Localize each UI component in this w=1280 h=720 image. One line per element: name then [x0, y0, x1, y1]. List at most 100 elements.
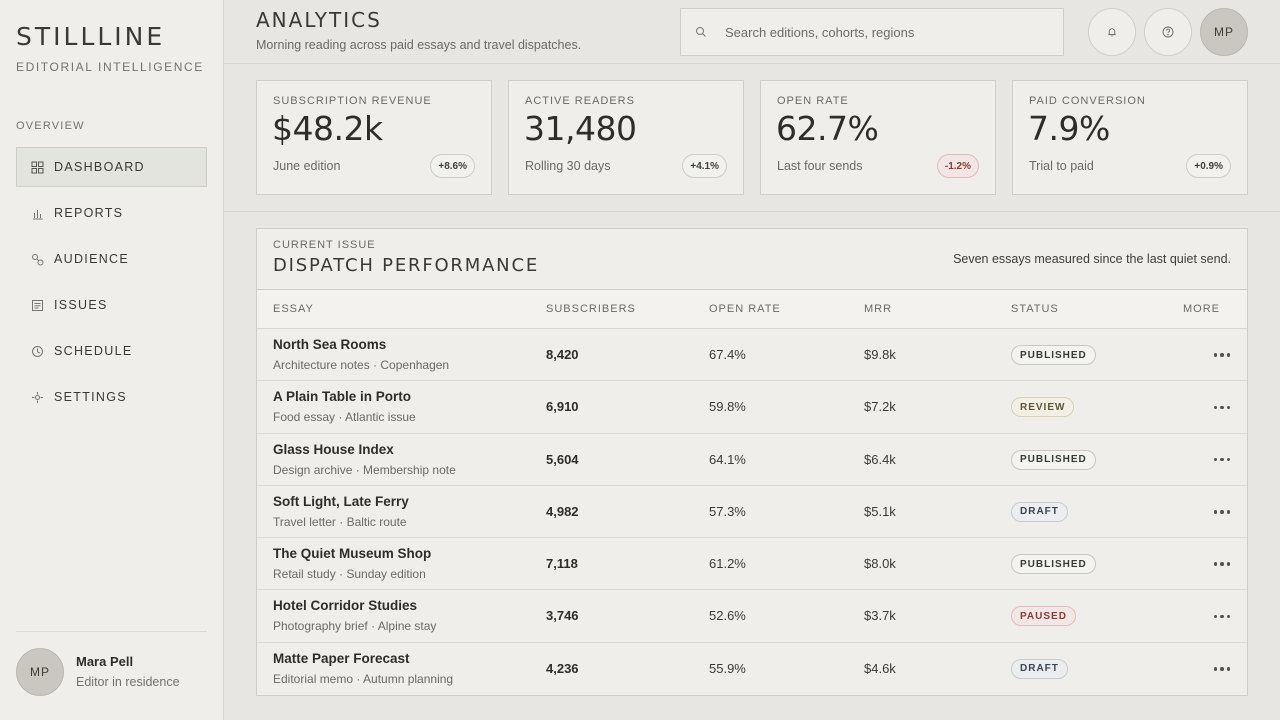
mrr-value: $8.0k: [864, 556, 896, 572]
more-dots-icon: [1213, 667, 1218, 671]
status-badge: REVIEW: [1011, 397, 1075, 418]
more-dots-icon: [1220, 405, 1224, 410]
subscribers-value: 5,604: [546, 451, 579, 467]
mrr-value: $6.4k: [864, 451, 896, 467]
help-button[interactable]: [1144, 8, 1192, 56]
status-badge: DRAFT: [1011, 658, 1068, 679]
more-options-button[interactable]: [1211, 606, 1233, 626]
open-rate-value: 64.1%: [709, 451, 746, 467]
table-row[interactable]: The Quiet Museum Shop Retail study · Sun…: [257, 538, 1247, 591]
sidebar-item-schedule[interactable]: SCHEDULE: [16, 331, 207, 371]
sidebar-item-reports[interactable]: REPORTS: [16, 193, 207, 233]
brand-tagline: EDITORIAL INTELLIGENCE: [16, 60, 204, 74]
page-subtitle: Morning reading across paid essays and t…: [256, 38, 582, 52]
kpi-delta-badge: -1.2%: [936, 154, 979, 178]
more-dots-icon: [1226, 510, 1231, 514]
more-dots-icon: [1213, 562, 1218, 566]
more-dots-icon: [1220, 353, 1224, 357]
column-header-subscribers[interactable]: SUBSCRIBERS: [546, 303, 636, 315]
column-header-open-rate[interactable]: OPEN RATE: [709, 303, 781, 315]
table-row[interactable]: Matte Paper Forecast Editorial memo · Au…: [257, 643, 1247, 695]
link-icon: [31, 253, 44, 266]
open-rate-value: 52.6%: [709, 608, 746, 624]
kpi-label: PAID CONVERSION: [1029, 95, 1146, 107]
more-options-button[interactable]: [1211, 554, 1233, 574]
table-row[interactable]: A Plain Table in Porto Food essay · Atla…: [257, 381, 1247, 434]
more-dots-icon: [1220, 457, 1224, 462]
kpi-delta-badge: +4.1%: [682, 154, 727, 178]
essay-meta: Photography brief · Alpine stay: [273, 619, 437, 634]
sidebar-item-label: AUDIENCE: [54, 252, 129, 266]
more-dots-icon: [1226, 353, 1231, 357]
table-row[interactable]: Hotel Corridor Studies Photography brief…: [257, 590, 1247, 643]
more-dots-icon: [1213, 457, 1218, 462]
kpi-card-open-rate: OPEN RATE 62.7% Last four sends -1.2%: [760, 80, 996, 195]
table-row[interactable]: Glass House Index Design archive · Membe…: [257, 434, 1247, 486]
sidebar: STILLLINE EDITORIAL INTELLIGENCE OVERVIE…: [0, 0, 224, 720]
more-options-button[interactable]: [1211, 397, 1233, 417]
table-row[interactable]: Soft Light, Late Ferry Travel letter · B…: [257, 486, 1247, 539]
sidebar-item-dashboard[interactable]: DASHBOARD: [16, 147, 207, 187]
essay-title[interactable]: Hotel Corridor Studies: [273, 598, 418, 614]
brand-name: STILLLINE: [16, 22, 166, 51]
subscribers-value: 4,236: [546, 660, 579, 676]
more-dots-icon: [1220, 510, 1224, 514]
open-rate-value: 67.4%: [709, 347, 746, 362]
status-badge: PUBLISHED: [1011, 345, 1096, 365]
sidebar-nav: DASHBOARD REPORTS AUDIENCE ISSUES SCHEDU…: [16, 147, 207, 423]
sidebar-item-settings[interactable]: SETTINGS: [16, 377, 207, 417]
table-row[interactable]: North Sea Rooms Architecture notes · Cop…: [257, 329, 1247, 382]
kpi-value: 7.9%: [1028, 109, 1110, 148]
essay-meta: Food essay · Atlantic issue: [273, 410, 416, 425]
more-options-button[interactable]: [1211, 659, 1233, 679]
more-dots-icon: [1226, 667, 1231, 671]
essay-meta: Editorial memo · Autumn planning: [273, 671, 454, 686]
column-header-status[interactable]: STATUS: [1011, 303, 1059, 315]
column-header-mrr[interactable]: MRR: [864, 303, 893, 315]
status-badge: DRAFT: [1011, 501, 1068, 522]
status-badge: PUBLISHED: [1011, 554, 1096, 575]
nav-section-label: OVERVIEW: [16, 120, 85, 132]
essay-title[interactable]: Soft Light, Late Ferry: [273, 493, 409, 509]
help-icon: [1162, 26, 1174, 38]
page-title: ANALYTICS: [256, 8, 382, 32]
more-options-button[interactable]: [1211, 450, 1233, 470]
open-rate-value: 61.2%: [709, 556, 746, 572]
subscribers-value: 4,982: [546, 503, 579, 519]
mrr-value: $5.1k: [864, 503, 896, 519]
column-header-essay[interactable]: ESSAY: [273, 303, 314, 315]
bar-chart-icon: [31, 207, 44, 220]
kpi-note: Last four sends: [777, 159, 863, 173]
more-options-button[interactable]: [1211, 502, 1233, 522]
essay-title[interactable]: North Sea Rooms: [273, 337, 387, 352]
more-dots-icon: [1213, 614, 1218, 619]
kpi-band: SUBSCRIPTION REVENUE $48.2k June edition…: [224, 64, 1280, 212]
search-input[interactable]: [725, 24, 1055, 40]
subscribers-value: 3,746: [546, 608, 579, 624]
essay-title[interactable]: A Plain Table in Porto: [273, 389, 412, 405]
essay-title[interactable]: Glass House Index: [273, 441, 394, 457]
sidebar-item-audience[interactable]: AUDIENCE: [16, 239, 207, 279]
search-bar[interactable]: [680, 8, 1064, 56]
kpi-note: Trial to paid: [1029, 159, 1094, 173]
kpi-delta-badge: +0.9%: [1186, 154, 1231, 178]
more-options-button[interactable]: [1211, 345, 1233, 365]
more-dots-icon: [1226, 457, 1231, 462]
user-role: Editor in residence: [76, 675, 180, 689]
more-dots-icon: [1213, 405, 1218, 410]
kpi-label: ACTIVE READERS: [525, 95, 635, 107]
essay-meta: Travel letter · Baltic route: [273, 514, 407, 529]
gear-icon: [31, 391, 44, 404]
header-avatar[interactable]: MP: [1200, 8, 1248, 56]
more-dots-icon: [1220, 614, 1224, 619]
sidebar-item-issues[interactable]: ISSUES: [16, 285, 207, 325]
more-dots-icon: [1226, 562, 1231, 566]
essay-meta: Retail study · Sunday edition: [273, 567, 426, 582]
essay-title[interactable]: Matte Paper Forecast: [273, 650, 410, 666]
notifications-button[interactable]: [1088, 8, 1136, 56]
essay-title[interactable]: The Quiet Museum Shop: [273, 546, 432, 562]
kpi-card-conversion: PAID CONVERSION 7.9% Trial to paid +0.9%: [1012, 80, 1248, 195]
grid-icon: [31, 161, 44, 174]
avatar[interactable]: MP: [16, 648, 64, 696]
essay-meta: Design archive · Membership note: [273, 462, 456, 477]
